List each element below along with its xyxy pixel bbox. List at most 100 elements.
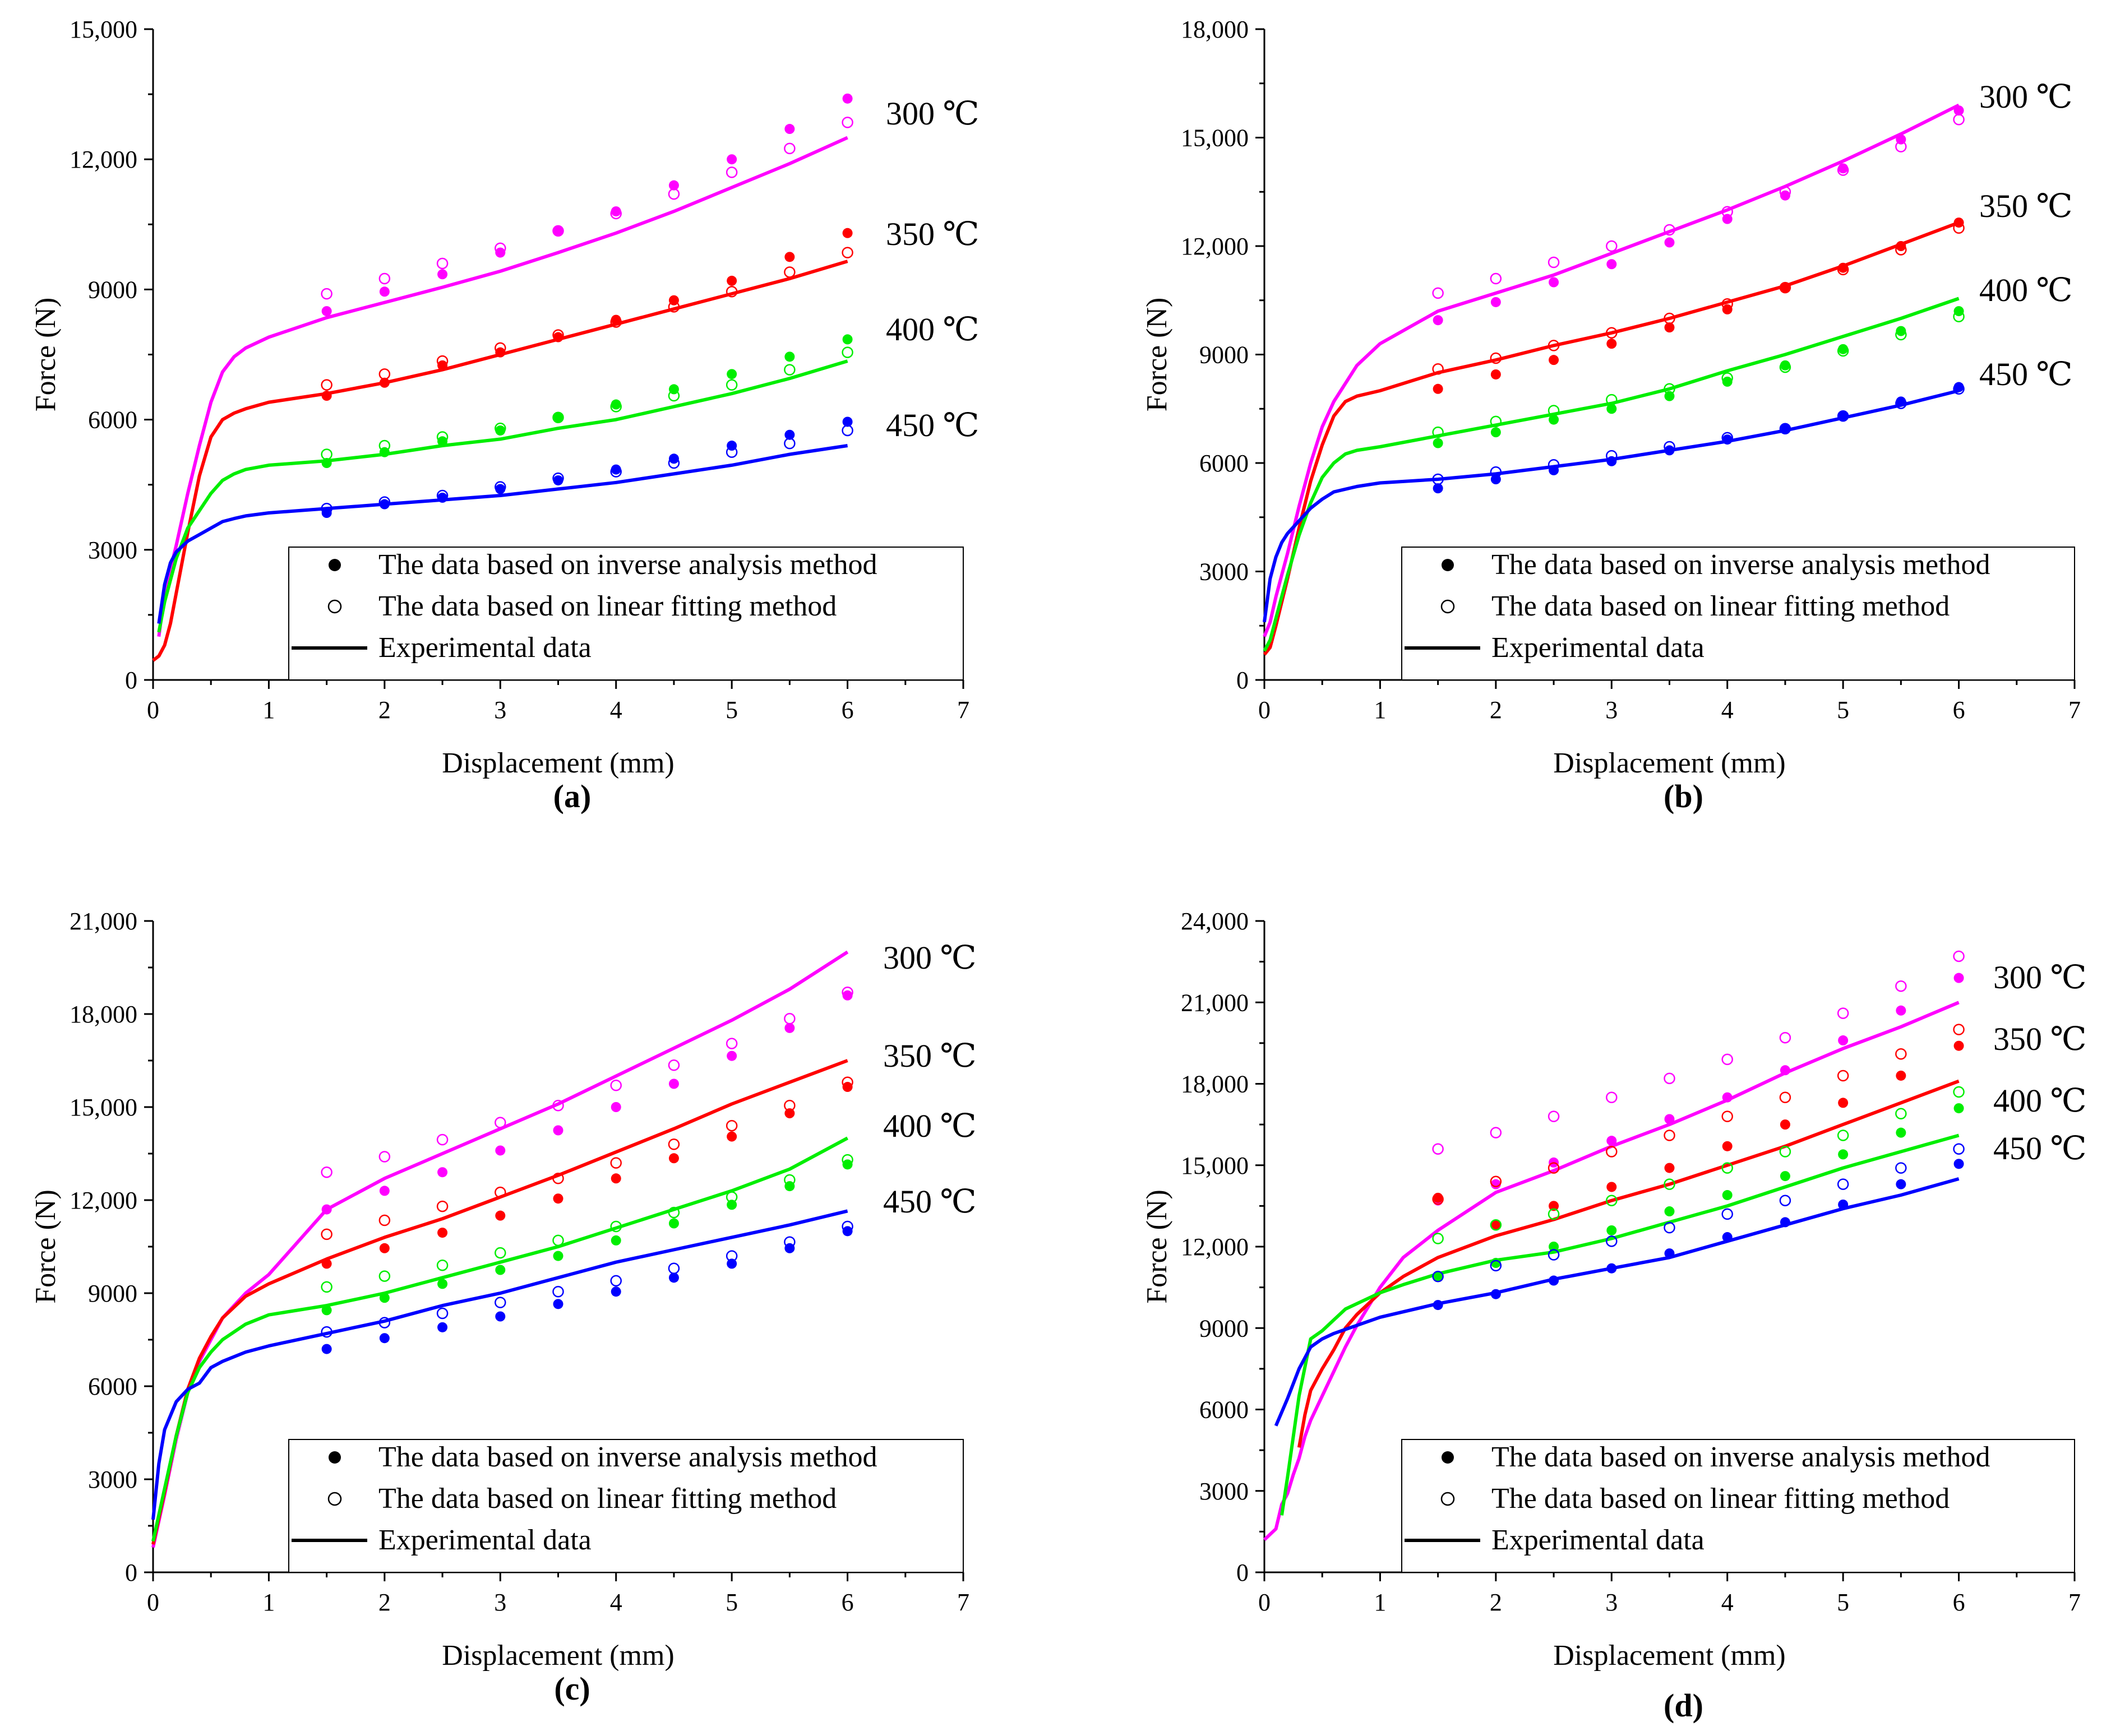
- legend-open-marker: [327, 1492, 342, 1506]
- inverse-point: [1606, 404, 1617, 414]
- temperature-label: 400 ℃: [1993, 1082, 2086, 1119]
- linear-point: [1953, 311, 1965, 323]
- linear-point: [378, 496, 391, 508]
- series-T450: 450 ℃: [151, 1183, 976, 1520]
- chart-panel-a: 0 1 2 3 4 5 6 7 0 3000 6000 9000 12,000 15,000 Displac…: [30, 16, 979, 814]
- chart-panel-d: 0 1 2 3 4 5 6 7 0 3000 6000 9000 12,000 15,000 18,000 2…: [1141, 908, 2086, 1724]
- legend-label-inverse: The data based on inverse analysis metho…: [378, 549, 877, 581]
- linear-point: [495, 342, 506, 354]
- linear-point: [1779, 361, 1791, 373]
- inverse-point: [1433, 1300, 1443, 1311]
- linear-point: [1490, 1260, 1502, 1272]
- linear-point: [1953, 1143, 1965, 1155]
- x-tick-label: 1: [1374, 1589, 1386, 1616]
- x-tick-label: 0: [1258, 1589, 1271, 1616]
- linear-point: [842, 1154, 853, 1166]
- inverse-point: [379, 1243, 390, 1253]
- linear-point: [1895, 980, 1907, 992]
- legend-filled-marker: [1442, 559, 1454, 571]
- x-tick-label: 3: [1605, 1589, 1618, 1616]
- series-T450: 450 ℃: [1263, 356, 2072, 623]
- experimental-line: [1274, 1177, 1960, 1427]
- linear-point: [1895, 244, 1907, 256]
- linear-point: [1664, 224, 1675, 236]
- linear-point: [321, 1281, 332, 1293]
- linear-point: [321, 288, 332, 300]
- linear-point: [1837, 410, 1849, 422]
- inverse-point: [611, 1235, 621, 1246]
- temperature-label: 400 ℃: [1979, 272, 2072, 308]
- linear-point: [726, 446, 738, 458]
- linear-point: [1895, 1108, 1907, 1120]
- legend-filled-marker: [329, 559, 341, 571]
- inverse-point: [321, 1258, 332, 1269]
- linear-point: [668, 1262, 680, 1274]
- y-tick-label: 12,000: [70, 1187, 137, 1214]
- linear-point: [436, 1307, 449, 1320]
- legend-label-linear: The data based on linear fitting method: [378, 590, 837, 622]
- linear-point: [552, 329, 564, 341]
- inverse-point: [437, 1228, 448, 1238]
- linear-point: [1432, 1233, 1444, 1244]
- x-tick-label: 6: [842, 1589, 854, 1616]
- linear-point: [1953, 1024, 1965, 1035]
- x-axis-title: Displacement (mm): [442, 747, 674, 779]
- inverse-point: [1490, 1179, 1501, 1189]
- inverse-point: [321, 391, 332, 401]
- inverse-point: [1722, 1190, 1733, 1201]
- linear-point: [842, 1076, 853, 1088]
- linear-point: [1548, 1208, 1560, 1220]
- inverse-point: [1433, 383, 1443, 394]
- inverse-point: [1433, 1271, 1443, 1282]
- linear-point: [1721, 1110, 1733, 1122]
- linear-point: [1548, 405, 1560, 416]
- inverse-point: [611, 1173, 621, 1184]
- linear-point: [1664, 1221, 1675, 1234]
- panel-label: (a): [553, 778, 592, 814]
- linear-point: [1895, 328, 1907, 341]
- inverse-point: [1780, 423, 1790, 434]
- inverse-point: [1490, 369, 1501, 379]
- inverse-point: [1896, 1070, 1906, 1081]
- x-tick-label: 1: [1374, 696, 1386, 724]
- inverse-point: [1953, 1159, 1964, 1169]
- inverse-point: [1549, 1242, 1559, 1252]
- inverse-point: [668, 1078, 679, 1089]
- series-T350: 350 ℃: [152, 216, 979, 662]
- inverse-point: [379, 377, 390, 388]
- linear-point: [726, 1250, 738, 1262]
- inverse-point: [1664, 1206, 1675, 1217]
- inverse-point: [1896, 1127, 1906, 1138]
- series-T350: 350 ℃: [1297, 1021, 2086, 1448]
- linear-point: [610, 401, 622, 413]
- legend-label-linear: The data based on linear fitting method: [1491, 1483, 1950, 1515]
- inverse-point: [727, 1131, 737, 1142]
- linear-point: [321, 1326, 332, 1338]
- linear-point: [842, 1220, 853, 1233]
- linear-point: [1490, 1219, 1502, 1231]
- linear-point: [495, 242, 506, 254]
- y-tick-label: 15,000: [1181, 124, 1249, 152]
- linear-point: [1721, 1053, 1733, 1066]
- linear-point: [1837, 1007, 1849, 1019]
- inverse-point: [1606, 1225, 1617, 1235]
- linear-point: [552, 225, 564, 237]
- linear-point: [1490, 272, 1502, 285]
- y-tick-label: 0: [125, 1559, 137, 1586]
- inverse-point: [784, 1022, 795, 1033]
- linear-point: [726, 1038, 738, 1049]
- chart-panel-b: 0 1 2 3 4 5 6 7 0 3000 6000 9000 12,000 15,000 18,000 D…: [1141, 16, 2081, 814]
- x-tick-label: 7: [957, 696, 969, 724]
- legend-label-inverse: The data based on inverse analysis metho…: [1491, 549, 1990, 581]
- inverse-point: [1838, 1035, 1849, 1046]
- linear-point: [1779, 1031, 1791, 1044]
- inverse-point: [1953, 105, 1964, 116]
- series-T300: 300 ℃: [157, 93, 979, 637]
- inverse-point: [495, 347, 506, 358]
- inverse-point: [1549, 1201, 1559, 1211]
- inverse-point: [553, 412, 563, 423]
- experimental-line: [157, 136, 848, 637]
- inverse-point: [1606, 259, 1617, 270]
- inverse-point: [321, 508, 332, 519]
- x-tick-label: 2: [1490, 1589, 1502, 1616]
